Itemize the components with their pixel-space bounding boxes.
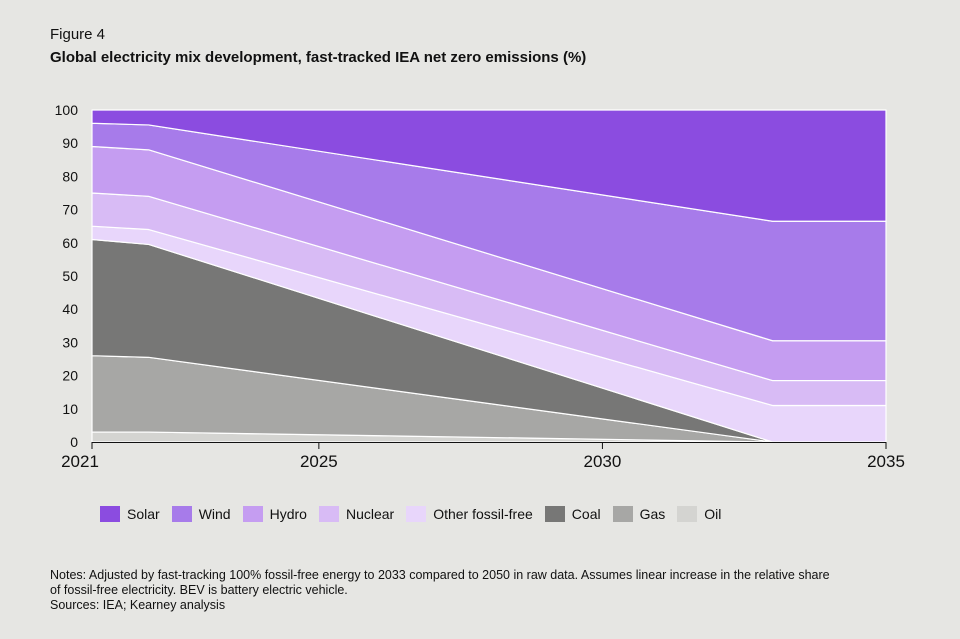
- legend-label: Gas: [639, 506, 666, 522]
- notes-line-1: Notes: Adjusted by fast-tracking 100% fo…: [50, 568, 830, 582]
- area-solar: [91, 109, 887, 222]
- legend-swatch: [318, 506, 339, 522]
- x-tick-label: 2025: [300, 452, 338, 471]
- chart-title: Global electricity mix development, fast…: [50, 49, 587, 66]
- y-tick-label: 0: [70, 434, 78, 450]
- y-tick-label: 20: [62, 368, 78, 384]
- legend-item-oil: Oil: [677, 506, 721, 522]
- legend-label: Wind: [198, 506, 231, 522]
- y-tick-label: 50: [62, 268, 78, 284]
- x-tick-label: 2021: [61, 452, 99, 471]
- legend-label: Solar: [127, 506, 160, 522]
- legend-swatch: [171, 506, 192, 522]
- legend-swatch: [406, 506, 427, 522]
- legend-item-solar: Solar: [100, 506, 160, 522]
- chart-legend: Solar Wind Hydro Nuclear Other fossil-free Co…: [100, 506, 733, 522]
- legend-label: Nuclear: [345, 506, 395, 522]
- notes: Notes: Adjusted by fast-tracking 100% fo…: [50, 568, 930, 613]
- legend-swatch: [544, 506, 565, 522]
- legend-item-coal: Coal: [544, 506, 601, 522]
- y-tick-label: 90: [62, 135, 78, 151]
- y-tick-label: 30: [62, 334, 78, 350]
- legend-item-nuclear: Nuclear: [318, 506, 395, 522]
- x-tick-label: 2030: [584, 452, 622, 471]
- legend-label: Hydro: [269, 506, 307, 522]
- legend-item-gas: Gas: [612, 506, 666, 522]
- y-tick-label: 60: [62, 235, 78, 251]
- legend-item-wind: Wind: [171, 506, 231, 522]
- legend-item-hydro: Hydro: [242, 506, 307, 522]
- y-tick-label: 100: [55, 102, 79, 118]
- legend-swatch: [677, 506, 698, 522]
- y-tick-label: 40: [62, 301, 78, 317]
- x-tick-label: 2035: [867, 452, 905, 471]
- legend-swatch: [612, 506, 633, 522]
- sources-line: Sources: IEA; Kearney analysis: [50, 598, 226, 612]
- legend-label: Oil: [704, 506, 722, 522]
- legend-item-other-fossil-free: Other fossil-free: [406, 506, 533, 522]
- y-tick-label: 10: [62, 401, 78, 417]
- figure-label: Figure 4: [50, 26, 106, 43]
- legend-swatch: [100, 506, 120, 522]
- legend-swatch: [242, 506, 263, 522]
- notes-line-2: of fossil-free electricity. BEV is batte…: [50, 583, 348, 597]
- y-tick-label: 80: [62, 168, 78, 184]
- y-tick-label: 70: [62, 202, 78, 218]
- legend-label: Other fossil-free: [433, 506, 533, 522]
- legend-label: Coal: [571, 506, 601, 522]
